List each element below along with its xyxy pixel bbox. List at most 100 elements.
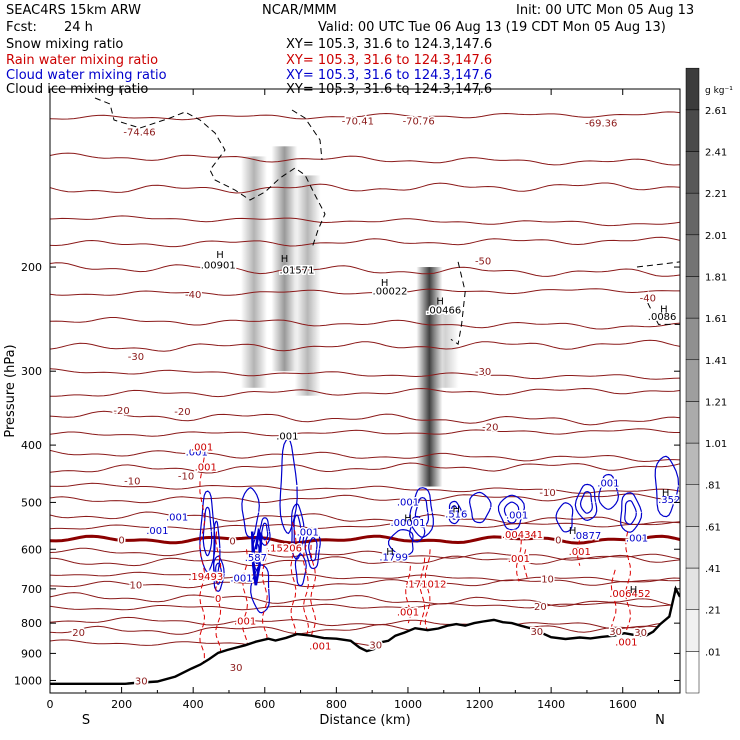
field-rain-xy: XY= 105.3, 31.6 to 124.3,147.6 — [286, 53, 493, 68]
isotherm-label: -40 — [640, 293, 656, 304]
colorbar-label: 2.41 — [705, 147, 727, 158]
rain-value-label: .006452 — [609, 589, 650, 600]
snow-value-label: .01571 — [279, 266, 314, 277]
snow-plume — [432, 313, 459, 388]
rain-contour — [242, 549, 249, 648]
rain-value-label: .171012 — [405, 580, 446, 591]
cloud-water-contour — [414, 496, 430, 528]
y-tick-label: 500 — [21, 496, 42, 509]
snow-contour — [94, 97, 326, 249]
colorbar-swatch — [685, 651, 700, 694]
isotherm-line — [50, 111, 680, 121]
y-tick-label: 200 — [21, 261, 42, 274]
x-tick-label: 1000 — [394, 698, 422, 711]
rain-value-label: .001 — [195, 463, 217, 474]
colorbar-label: 1.01 — [705, 439, 727, 450]
isotherm-label: 0 — [229, 537, 235, 548]
isotherm-line — [50, 152, 680, 166]
isotherm-line — [50, 317, 680, 330]
colorbar-unit: g kg⁻¹ — [705, 86, 733, 96]
isotherm-label: -20 — [174, 407, 190, 418]
isotherm-label: 20 — [72, 628, 85, 639]
colorbar-swatch — [685, 359, 700, 402]
rain-value-label: .15206 — [267, 544, 302, 555]
cloud-water-contour — [624, 499, 637, 525]
model-name: SEAC4RS 15km ARW — [6, 3, 142, 18]
isotherm-label: 30 — [609, 627, 622, 638]
snow-contour — [636, 261, 680, 268]
field-cloud-name: Cloud water mixing ratio — [6, 68, 167, 83]
snow-contour — [647, 302, 680, 325]
init-time: Init: 00 UTC Mon 05 Aug 13 — [516, 3, 695, 18]
cloud-water-contour — [448, 500, 463, 525]
max-marker-h: H — [281, 254, 289, 265]
colorbar-label: .21 — [705, 606, 721, 617]
snow-value-label: .00901 — [201, 260, 236, 271]
isotherm-label: 30 — [230, 663, 243, 674]
y-tick-label: 600 — [21, 543, 42, 556]
rain-contour — [302, 544, 309, 639]
colorbar-label: 1.41 — [705, 356, 727, 367]
terrain-line — [50, 585, 680, 685]
org-name: NCAR/MMM — [262, 3, 337, 18]
rain-contour — [625, 531, 632, 642]
isotherm-label: -50 — [475, 257, 491, 268]
isotherm-line — [50, 616, 680, 630]
field-rain-name: Rain water mixing ratio — [6, 53, 159, 68]
x-tick-label: 400 — [183, 698, 204, 711]
snow-contour — [450, 261, 466, 345]
isotherm-line — [50, 236, 680, 248]
rain-value-label: .001 — [508, 554, 530, 565]
cloud-water-contour — [619, 492, 643, 533]
rain-value-label: .001 — [309, 642, 331, 653]
field-snow-name: Snow mixing ratio — [6, 37, 124, 52]
y-tick-label: 700 — [21, 583, 42, 596]
cloud-water-value-label: .001 — [506, 510, 528, 521]
colorbar-label: 2.01 — [705, 231, 727, 242]
colorbar-swatch — [685, 109, 700, 152]
snow-value-label: .0086 — [648, 312, 677, 323]
x-tick-label: 1600 — [609, 698, 637, 711]
max-marker-h: H — [386, 547, 394, 558]
colorbar-swatch — [685, 484, 700, 527]
snow-plume-shade — [432, 313, 459, 388]
ice-value-label: .001 — [276, 431, 298, 442]
cloud-water-value-label: .587 — [245, 553, 267, 564]
rain-contour — [424, 549, 431, 630]
rain-contour — [215, 531, 222, 660]
valid-time: Valid: 00 UTC Tue 06 Aug 13 (19 CDT Mon … — [318, 20, 666, 35]
isotherm-line — [50, 368, 680, 380]
cloud-water-value-label: .001 — [166, 512, 188, 523]
x-tick-label: 200 — [111, 698, 132, 711]
isotherm-line — [50, 387, 680, 398]
cloud-water-contour — [555, 502, 574, 533]
isotherm-label: -10 — [178, 471, 194, 482]
isotherm-line — [50, 622, 680, 635]
cloud-water-contour — [253, 542, 260, 565]
cloud-water-value-label: .001 — [146, 526, 168, 537]
x-tick-label: 600 — [254, 698, 275, 711]
y-axis-title: Pressure (hPa) — [3, 344, 18, 437]
rain-value-label: .19493 — [188, 572, 223, 583]
cloud-water-contour — [503, 501, 520, 524]
max-marker-h: H — [436, 297, 444, 308]
isotherm-label: -70.41 — [342, 116, 374, 127]
isotherm-label: -69.36 — [585, 119, 617, 130]
cloud-water-value-label: .001 — [186, 447, 208, 458]
isotherm-line — [50, 577, 680, 589]
cloud-water-contour — [199, 490, 216, 573]
x-tick-label: 1400 — [537, 698, 565, 711]
cloud-water-value-label: .00001 — [390, 518, 425, 529]
isotherm-label: -70.76 — [403, 116, 435, 127]
cloud-water-value-label: .0877 — [573, 531, 602, 542]
isotherm-line — [50, 410, 680, 426]
cloud-water-contour — [215, 562, 223, 585]
cloud-water-value-label: .352 — [658, 495, 680, 506]
colorbar-label: .81 — [705, 481, 721, 492]
isotherm-line — [50, 602, 680, 611]
cloud-water-value-label: .001 — [397, 497, 419, 508]
isotherm-label: 30 — [530, 627, 543, 638]
snow-plume-shade — [271, 146, 298, 372]
colorbar-label: 1.81 — [705, 272, 727, 283]
